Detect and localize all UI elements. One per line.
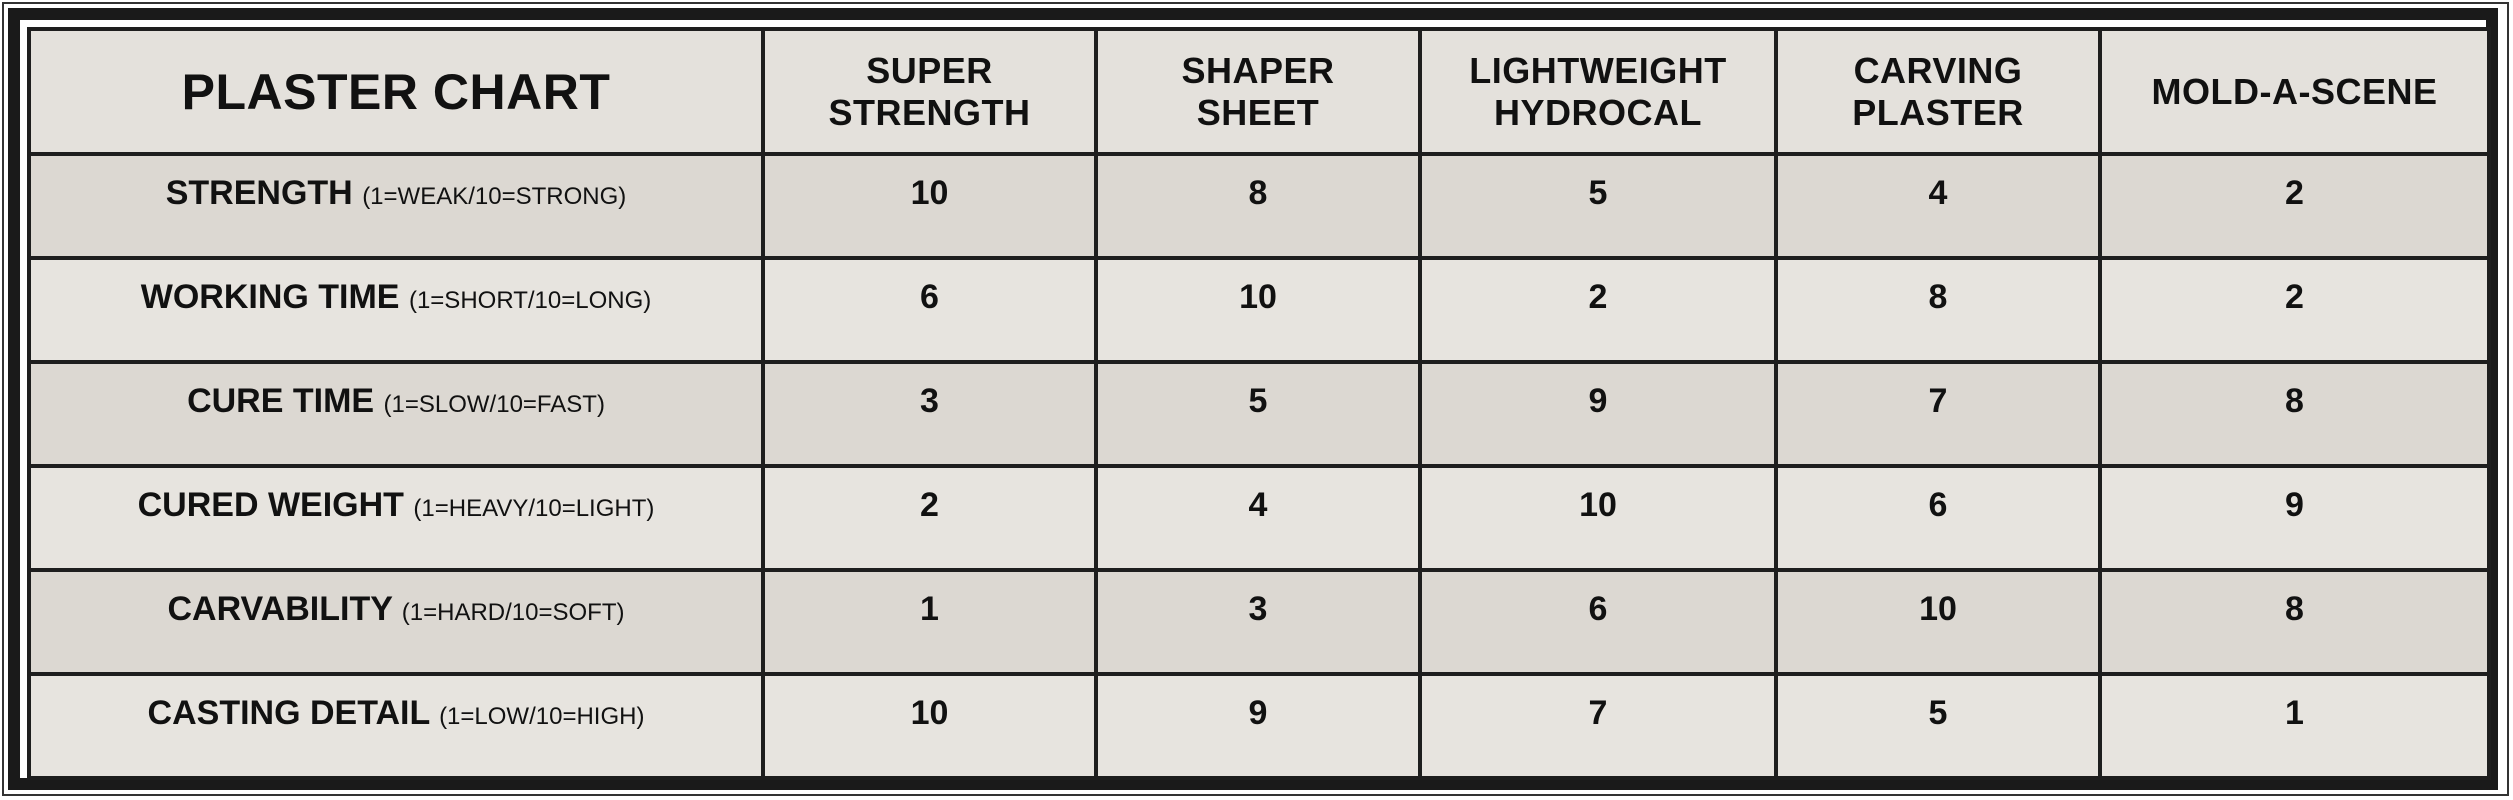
table-row: CASTING DETAIL (1=LOW/10=HIGH) 10 9 7 5 1 [27, 672, 2491, 780]
row-scale: (1=HARD/10=SOFT) [401, 599, 625, 626]
value-cell: 5 [1094, 360, 1422, 468]
value-cell: 5 [1418, 152, 1778, 260]
table-row: CURE TIME (1=SLOW/10=FAST) 3 5 9 7 8 [27, 360, 2491, 468]
row-scale: (1=SHORT/10=LONG) [408, 287, 652, 314]
value-cell: 3 [761, 360, 1098, 468]
row-label: CARVABILITY (1=HARD/10=SOFT) [27, 568, 765, 676]
value-cell: 2 [2098, 152, 2491, 260]
value-cell: 8 [2098, 360, 2491, 468]
row-scale: (1=SLOW/10=FAST) [383, 391, 605, 418]
table-row: CARVABILITY (1=HARD/10=SOFT) 1 3 6 10 8 [27, 568, 2491, 676]
column-header: CARVING PLASTER [1774, 27, 2102, 156]
row-label: CURED WEIGHT (1=HEAVY/10=LIGHT) [27, 464, 765, 572]
value-cell: 8 [2098, 568, 2491, 676]
value-cell: 6 [1418, 568, 1778, 676]
value-cell: 6 [761, 256, 1098, 364]
value-cell: 7 [1418, 672, 1778, 780]
plaster-chart-table: PLASTER CHART SUPER STRENGTH SHAPER SHEET … [27, 27, 2491, 780]
chart-title: PLASTER CHART [27, 27, 765, 156]
value-cell: 2 [2098, 256, 2491, 364]
value-cell: 9 [2098, 464, 2491, 572]
column-header: SHAPER SHEET [1094, 27, 1422, 156]
value-cell: 10 [1418, 464, 1778, 572]
value-cell: 10 [1774, 568, 2102, 676]
header-row: PLASTER CHART SUPER STRENGTH SHAPER SHEET … [27, 27, 2491, 156]
value-cell: 2 [1418, 256, 1778, 364]
value-cell: 3 [1094, 568, 1422, 676]
value-cell: 9 [1418, 360, 1778, 468]
table-row: WORKING TIME (1=SHORT/10=LONG) 6 10 2 8 2 [27, 256, 2491, 364]
value-cell: 4 [1094, 464, 1422, 572]
value-cell: 10 [761, 152, 1098, 260]
row-scale: (1=HEAVY/10=LIGHT) [413, 495, 655, 522]
row-scale: (1=WEAK/10=STRONG) [362, 183, 627, 210]
value-cell: 6 [1774, 464, 2102, 572]
row-label: STRENGTH (1=WEAK/10=STRONG) [27, 152, 765, 260]
value-cell: 9 [1094, 672, 1422, 780]
value-cell: 10 [1094, 256, 1422, 364]
value-cell: 1 [2098, 672, 2491, 780]
row-label: CURE TIME (1=SLOW/10=FAST) [27, 360, 765, 468]
value-cell: 2 [761, 464, 1098, 572]
table-row: STRENGTH (1=WEAK/10=STRONG) 10 8 5 4 2 [27, 152, 2491, 260]
value-cell: 8 [1094, 152, 1422, 260]
value-cell: 10 [761, 672, 1098, 780]
column-header: MOLD-A-SCENE [2098, 27, 2491, 156]
table-row: CURED WEIGHT (1=HEAVY/10=LIGHT) 2 4 10 6 9 [27, 464, 2491, 572]
column-header: LIGHTWEIGHT HYDROCAL [1418, 27, 1778, 156]
value-cell: 1 [761, 568, 1098, 676]
row-scale: (1=LOW/10=HIGH) [439, 703, 645, 730]
value-cell: 4 [1774, 152, 2102, 260]
value-cell: 8 [1774, 256, 2102, 364]
column-header: SUPER STRENGTH [761, 27, 1098, 156]
value-cell: 7 [1774, 360, 2102, 468]
row-label: CASTING DETAIL (1=LOW/10=HIGH) [27, 672, 765, 780]
row-label: WORKING TIME (1=SHORT/10=LONG) [27, 256, 765, 364]
value-cell: 5 [1774, 672, 2102, 780]
